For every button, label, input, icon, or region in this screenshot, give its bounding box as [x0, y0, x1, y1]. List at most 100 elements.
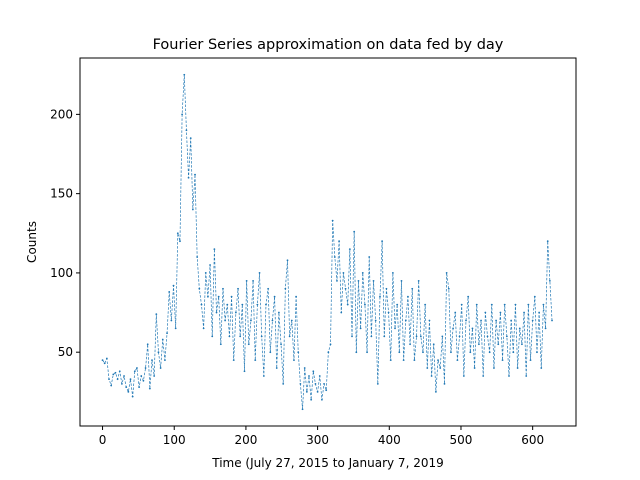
y-axis-label: Counts [25, 221, 39, 263]
data-point [230, 295, 233, 298]
data-point [475, 303, 478, 306]
data-point [518, 327, 521, 330]
x-tick-label: 300 [306, 433, 329, 447]
data-point [125, 386, 128, 388]
data-point [232, 359, 235, 362]
data-point [112, 373, 115, 376]
data-point [211, 335, 214, 338]
data-point [254, 359, 257, 362]
data-point [290, 319, 293, 322]
data-point [370, 335, 373, 338]
data-point [411, 287, 414, 290]
data-point [282, 383, 285, 385]
data-point [351, 335, 353, 338]
data-point [417, 279, 420, 282]
chart-title: Fourier Series approximation on data fed… [153, 37, 504, 53]
data-point [465, 319, 467, 322]
data-point [273, 295, 276, 298]
data-point [215, 311, 218, 314]
data-point [434, 390, 437, 393]
data-point [340, 311, 343, 314]
data-point [256, 303, 259, 306]
data-point [551, 319, 553, 322]
data-point [490, 303, 493, 306]
data-point [419, 335, 422, 338]
data-point [219, 343, 222, 346]
data-point [325, 389, 328, 392]
data-point [357, 279, 360, 282]
data-point [284, 287, 287, 290]
data-point [108, 378, 110, 381]
data-point [293, 359, 295, 362]
data-point [286, 259, 289, 262]
data-point [422, 351, 424, 354]
data-point [508, 375, 510, 377]
data-point [164, 359, 166, 362]
data-point [348, 248, 351, 251]
data-point [355, 351, 358, 354]
data-point [445, 272, 448, 274]
plot-frame [79, 57, 577, 427]
data-point [207, 295, 209, 298]
data-point [407, 295, 409, 298]
data-point [450, 351, 452, 354]
data-point [123, 375, 125, 377]
x-tick-label: 400 [378, 433, 401, 447]
data-point [318, 375, 321, 377]
data-point [151, 359, 153, 362]
data-point [409, 343, 411, 346]
y-tick-label: 50 [58, 345, 73, 359]
data-point [305, 390, 308, 393]
data-point [297, 351, 300, 354]
data-point [385, 287, 388, 290]
data-point [364, 303, 366, 306]
data-point [512, 351, 515, 354]
data-point [271, 319, 274, 322]
data-point [536, 351, 538, 354]
data-point [166, 332, 168, 335]
data-point [252, 279, 254, 282]
data-point [501, 359, 504, 362]
data-point [447, 287, 450, 290]
x-axis-label: Time (July 27, 2015 to January 7, 2019 [211, 456, 443, 470]
data-point [269, 351, 272, 354]
data-point [321, 398, 323, 401]
data-point [525, 375, 528, 377]
data-point [209, 264, 211, 266]
data-point [523, 311, 525, 314]
data-point [157, 351, 160, 354]
data-point [544, 327, 547, 330]
data-point [310, 398, 313, 401]
data-point [189, 137, 192, 140]
data-point [430, 375, 433, 377]
x-tick-label: 200 [234, 433, 257, 447]
data-point [342, 272, 345, 274]
data-point [493, 367, 495, 369]
data-point [441, 335, 444, 338]
x-tick-label: 500 [450, 433, 473, 447]
data-point [443, 383, 446, 385]
data-point [174, 327, 177, 330]
data-point [374, 319, 377, 322]
data-point [462, 375, 465, 377]
data-point [497, 343, 500, 346]
data-point [389, 359, 392, 362]
data-point [467, 295, 470, 298]
data-point [299, 383, 302, 385]
data-point [473, 367, 476, 369]
data-point [499, 311, 502, 314]
data-point [127, 390, 130, 393]
data-point [131, 395, 134, 398]
data-point [314, 383, 317, 385]
data-point [308, 375, 310, 377]
data-point [533, 295, 536, 298]
data-line [102, 74, 553, 410]
data-point [521, 343, 523, 346]
data-point [140, 375, 143, 377]
data-point [239, 335, 242, 338]
data-point [379, 295, 381, 298]
data-point [234, 311, 237, 314]
data-point [527, 303, 530, 306]
data-point [359, 327, 362, 330]
data-point [312, 370, 315, 373]
